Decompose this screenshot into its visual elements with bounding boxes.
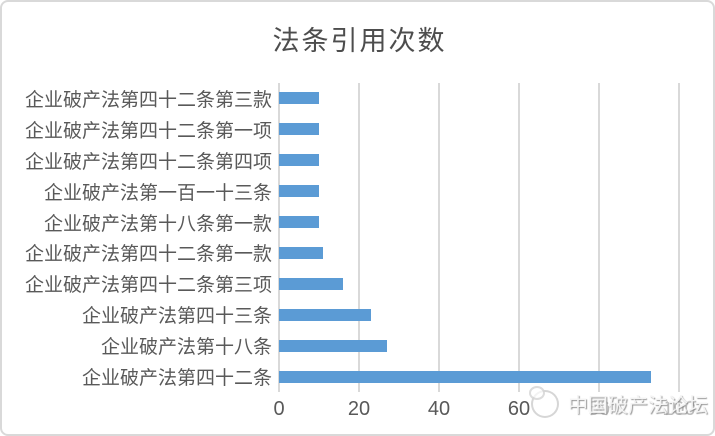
category-label: 企业破产法第四十二条 — [81, 367, 272, 390]
bar — [279, 154, 319, 167]
watermark: 中国破产法论坛 — [529, 385, 708, 418]
category-label: 企业破产法第十八条 — [100, 336, 272, 359]
x-axis-tick-label: 20 — [347, 398, 371, 420]
category-label: 企业破产法第四十三条 — [81, 305, 272, 328]
category-label: 企业破产法第四十二条第四项 — [24, 150, 272, 173]
category-label: 企业破产法第十八条第一款 — [43, 212, 272, 235]
bar — [279, 246, 323, 259]
chart-title: 法条引用次数 — [272, 26, 447, 57]
bar — [279, 123, 319, 136]
category-label: 企业破产法第四十二条第三款 — [24, 88, 272, 111]
bar — [279, 339, 387, 352]
bar — [279, 308, 371, 321]
bar — [279, 216, 319, 229]
category-label: 企业破产法第四十二条第三项 — [24, 274, 272, 297]
x-axis-tick-label: 80 — [587, 398, 611, 420]
watermark-text: 中国破产法论坛 — [568, 393, 708, 417]
x-axis-tick-label: 100 — [662, 398, 696, 420]
bar — [279, 92, 319, 105]
x-axis-tick-label: 60 — [507, 398, 531, 420]
gridline — [518, 83, 520, 392]
category-label: 企业破产法第一百一十三条 — [43, 181, 272, 204]
gridline — [438, 83, 440, 392]
x-axis-tick-label: 0 — [273, 398, 285, 420]
gridline — [598, 83, 600, 392]
forum-logo-icon — [529, 385, 559, 418]
x-axis-tick-label: 40 — [427, 398, 451, 420]
bar — [279, 185, 319, 198]
bar — [279, 370, 651, 383]
gridline — [278, 83, 280, 392]
bar — [279, 277, 343, 290]
gridline — [358, 83, 360, 392]
category-label: 企业破产法第四十二条第一款 — [24, 243, 272, 266]
gridline — [678, 83, 680, 392]
category-label: 企业破产法第四十二条第一项 — [24, 119, 272, 142]
